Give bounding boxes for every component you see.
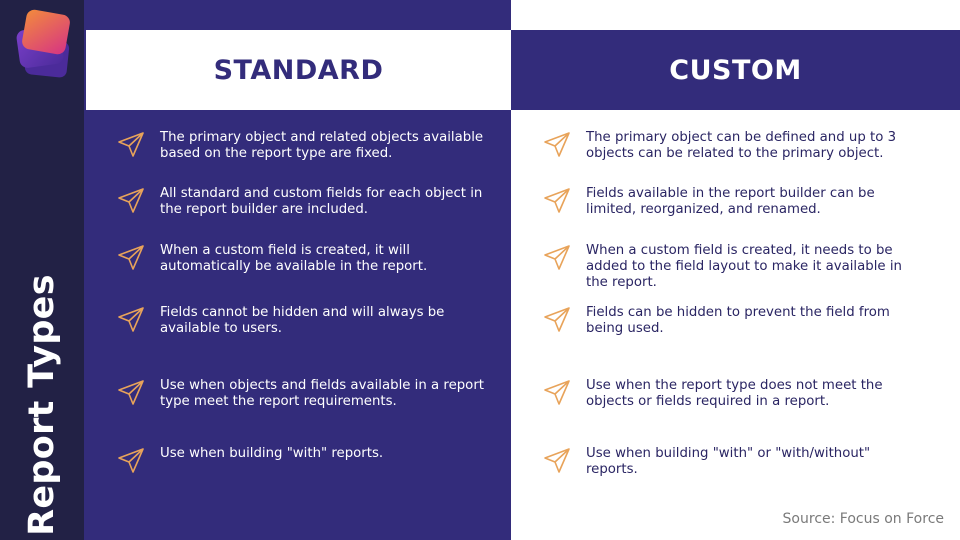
standard-item: When a custom field is created, it will …: [116, 243, 490, 275]
custom-item-text: Use when the report type does not meet t…: [586, 378, 883, 409]
paper-plane-icon: [544, 188, 570, 213]
paper-plane-icon: [118, 380, 144, 405]
paper-plane-icon: [544, 307, 570, 332]
paper-plane-icon: [118, 132, 144, 157]
standard-item-text: Use when building "with" reports.: [160, 446, 384, 461]
paper-plane-icon: [544, 132, 570, 157]
custom-item-text: Use when building "with" or "with/withou…: [586, 446, 871, 477]
standard-item: Use when objects and fields available in…: [116, 378, 490, 410]
standard-item-text: Use when objects and fields available in…: [160, 378, 485, 409]
paper-plane-icon: [544, 448, 570, 473]
brand-logo: [16, 9, 70, 78]
custom-item-text: When a custom field is created, it needs…: [586, 243, 902, 290]
custom-item: Use when the report type does not meet t…: [542, 378, 916, 410]
paper-plane-icon: [118, 307, 144, 332]
custom-item: Fields available in the report builder c…: [542, 186, 916, 218]
paper-plane-icon: [118, 245, 144, 270]
custom-item: Use when building "with" or "with/withou…: [542, 446, 916, 478]
custom-header: CUSTOM: [511, 30, 960, 110]
source-caption: Source: Focus on Force: [782, 511, 944, 527]
custom-item: The primary object can be defined and up…: [542, 130, 916, 162]
custom-item-text: The primary object can be defined and up…: [586, 130, 897, 161]
custom-item: When a custom field is created, it needs…: [542, 243, 916, 291]
standard-item: Use when building "with" reports.: [116, 446, 490, 476]
standard-item: Fields cannot be hidden and will always …: [116, 305, 490, 337]
paper-plane-icon: [118, 188, 144, 213]
standard-item-text: All standard and custom fields for each …: [160, 186, 483, 217]
custom-item-text: Fields can be hidden to prevent the fiel…: [586, 305, 890, 336]
standard-item-text: When a custom field is created, it will …: [160, 243, 428, 274]
standard-item: All standard and custom fields for each …: [116, 186, 490, 218]
custom-item: Fields can be hidden to prevent the fiel…: [542, 305, 916, 337]
paper-plane-icon: [544, 245, 570, 270]
sidebar-title: Report Types: [22, 274, 62, 536]
standard-header: STANDARD: [86, 30, 511, 110]
vertical-title: Report Types: [0, 0, 84, 540]
standard-item-text: The primary object and related objects a…: [160, 130, 484, 161]
standard-item-text: Fields cannot be hidden and will always …: [160, 305, 445, 336]
custom-heading: CUSTOM: [669, 54, 802, 86]
paper-plane-icon: [544, 380, 570, 405]
standard-item: The primary object and related objects a…: [116, 130, 490, 162]
standard-heading: STANDARD: [213, 54, 384, 86]
sidebar: Report Types: [0, 0, 84, 540]
paper-plane-icon: [118, 448, 144, 473]
custom-item-text: Fields available in the report builder c…: [586, 186, 875, 217]
